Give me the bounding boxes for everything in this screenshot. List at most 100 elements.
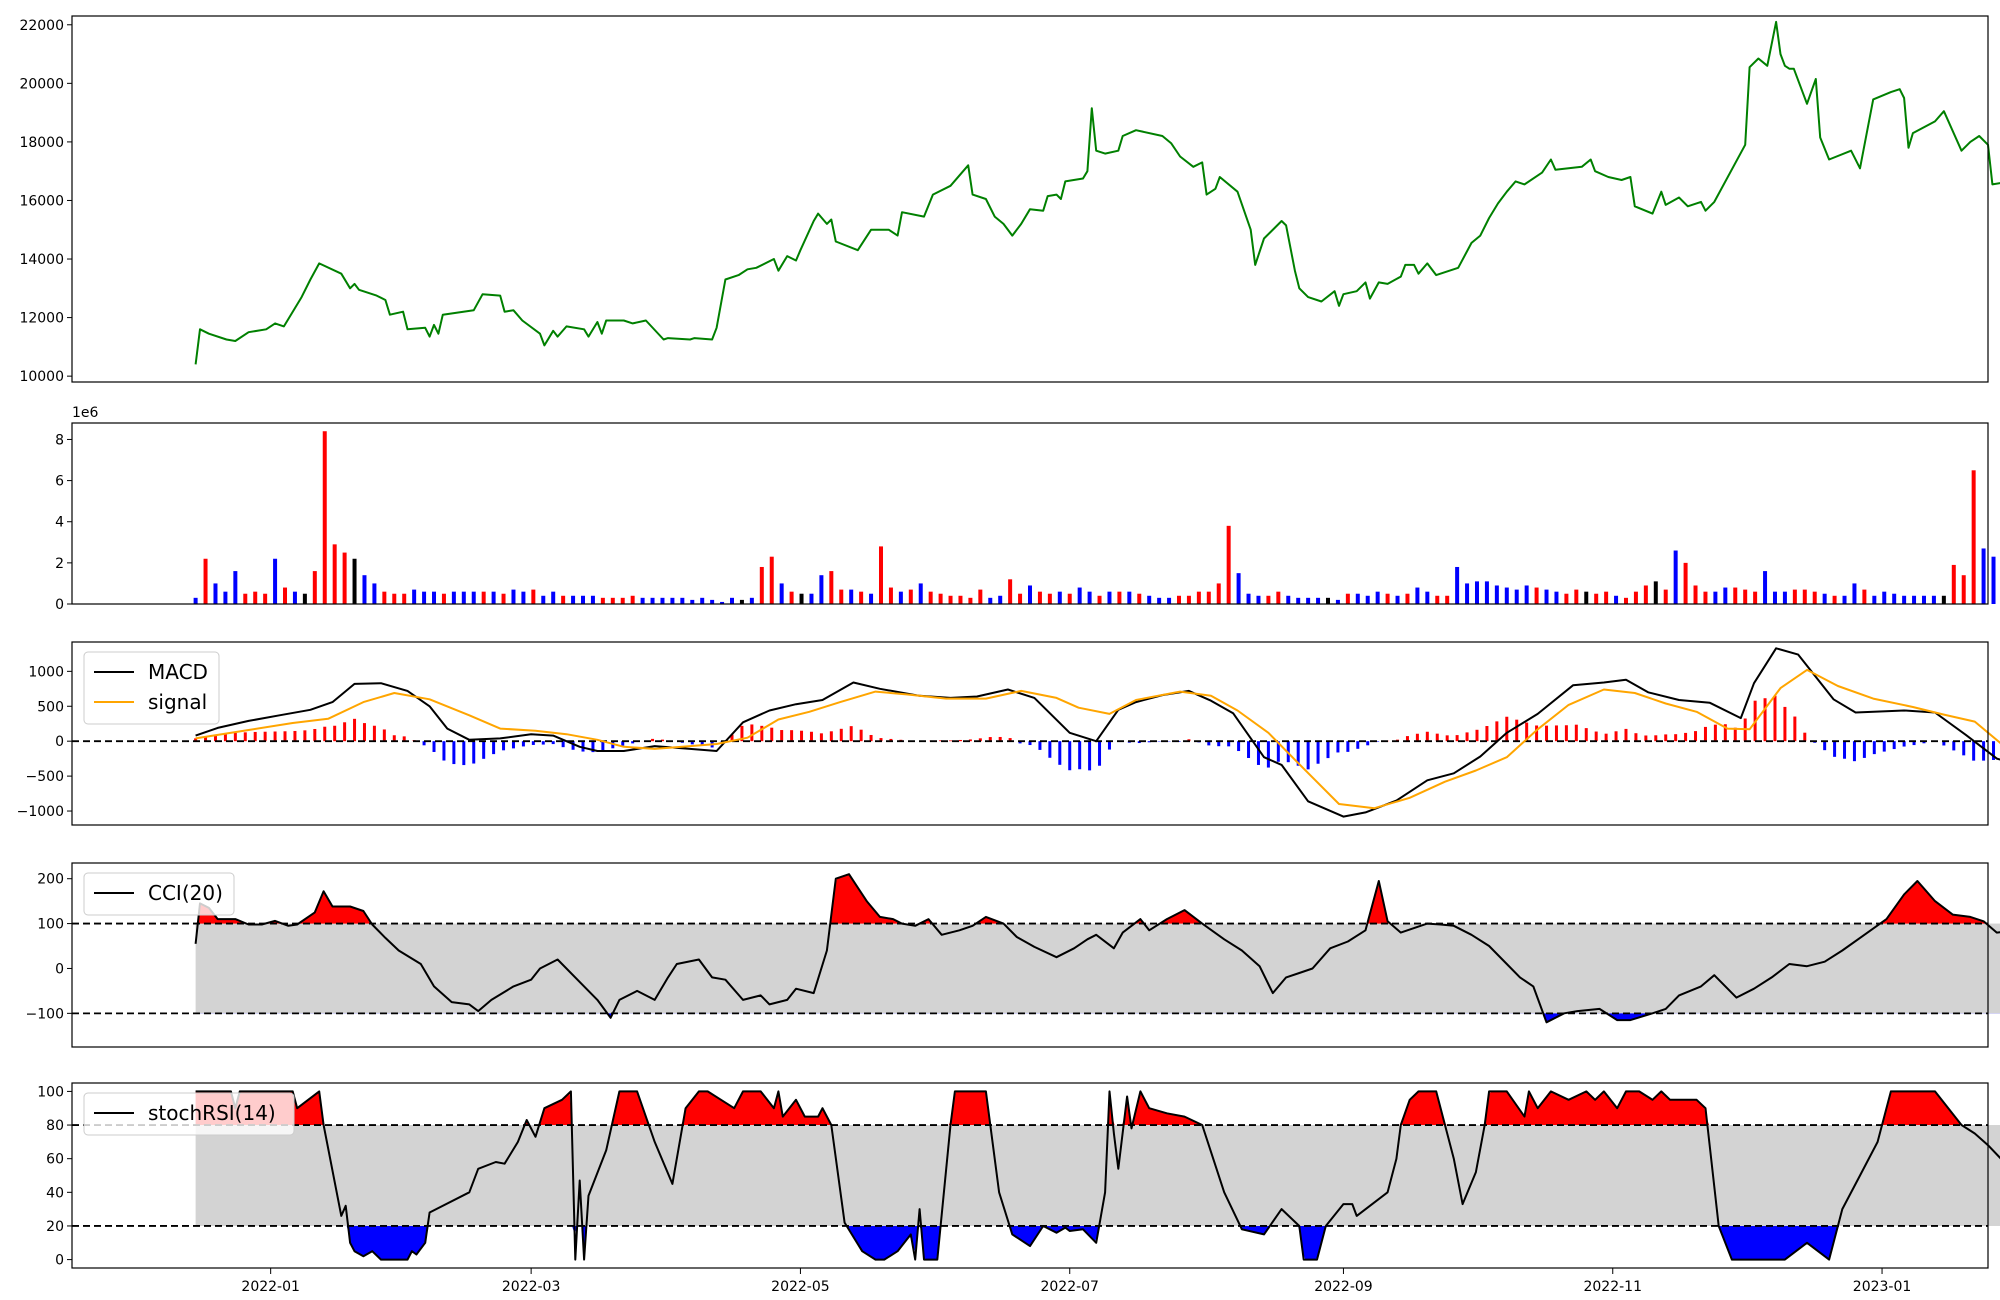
volume-bar [1396, 596, 1400, 604]
volume-bar [223, 592, 227, 604]
macd-histogram-bar [870, 735, 873, 741]
volume-bar [680, 598, 684, 604]
volume-bar [1227, 526, 1231, 604]
volume-bar [263, 594, 267, 604]
macd-histogram-bar [1535, 725, 1538, 741]
macd-histogram-bar [601, 741, 604, 751]
volume-bar [1316, 598, 1320, 604]
volume-bar [1872, 596, 1876, 604]
volume-bar [1038, 592, 1042, 604]
macd-histogram-bar [1853, 741, 1856, 761]
legend-label: MACD [148, 660, 208, 684]
y-tick-label: 8 [55, 432, 64, 448]
macd-histogram-bar [333, 726, 336, 741]
volume-bar [621, 598, 625, 604]
macd-histogram-bar [1475, 730, 1478, 741]
volume-bar [313, 571, 317, 604]
volume-bar [1694, 585, 1698, 604]
volume-bar [194, 598, 198, 604]
macd-histogram-bar [1634, 733, 1637, 741]
volume-bar [1266, 596, 1270, 604]
x-tick-label: 2022-11 [1583, 1279, 1642, 1295]
legend-label: CCI(20) [148, 881, 223, 905]
macd-histogram-bar [1684, 733, 1687, 741]
volume-bar [511, 590, 515, 604]
volume-bar [243, 594, 247, 604]
volume-bar [333, 544, 337, 604]
y-tick-label: 40 [46, 1185, 64, 1201]
macd-histogram-bar [1575, 725, 1578, 741]
volume-bar [1028, 585, 1032, 604]
macd-histogram-bar [1456, 735, 1459, 741]
macd-histogram-bar [810, 732, 813, 741]
volume-bar [521, 592, 525, 604]
y-tick-label: 0 [55, 961, 64, 977]
volume-bar [1833, 596, 1837, 604]
volume-bar [1535, 588, 1539, 604]
volume-bar [1465, 583, 1469, 604]
volume-bar [1982, 548, 1986, 604]
volume-bar [859, 592, 863, 604]
macd-histogram-bar [1545, 726, 1548, 742]
volume-bar [1127, 592, 1131, 604]
volume-bar [1843, 596, 1847, 604]
volume-bar [1505, 588, 1509, 604]
macd-histogram-bar [750, 724, 753, 741]
volume-bar [1187, 596, 1191, 604]
macd-histogram-bar [1048, 741, 1051, 758]
volume-bar [551, 592, 555, 604]
volume-bar [1624, 598, 1628, 604]
volume-bar [1167, 598, 1171, 604]
volume-bar [1545, 590, 1549, 604]
volume-bar [452, 592, 456, 604]
volume-bar [1654, 581, 1658, 604]
volume-bar [591, 596, 595, 604]
volume-bar [1475, 581, 1479, 604]
macd-histogram-bar [293, 731, 296, 741]
volume-bar [1177, 596, 1181, 604]
volume-bar [1823, 594, 1827, 604]
volume-bar [531, 590, 535, 604]
volume-bar [1554, 592, 1558, 604]
macd-histogram-bar [1803, 733, 1806, 741]
volume-bar [1614, 596, 1618, 604]
y-tick-label: 1000 [28, 664, 64, 680]
volume-bar [1107, 592, 1111, 604]
x-tick-label: 2022-09 [1314, 1279, 1373, 1295]
volume-bar [1892, 594, 1896, 604]
macd-histogram-bar [1555, 725, 1558, 741]
macd-histogram-bar [959, 740, 962, 741]
volume-bar [1495, 585, 1499, 604]
volume-bar [1703, 592, 1707, 604]
volume-bar [1684, 563, 1688, 604]
volume-bar [1485, 581, 1489, 604]
macd-histogram-bar [949, 740, 952, 741]
macd-histogram-bar [492, 741, 495, 754]
volume-bar [1932, 596, 1936, 604]
volume-bar [879, 546, 883, 604]
volume-bar [1415, 588, 1419, 604]
macd-histogram-bar [1078, 741, 1081, 769]
volume-bar [283, 588, 287, 604]
volume-bar [1664, 590, 1668, 604]
volume-bar [1564, 594, 1568, 604]
macd-histogram-bar [1495, 721, 1498, 741]
y-tick-label: 100 [37, 917, 64, 933]
macd-histogram-bar [1843, 741, 1846, 759]
macd-histogram-bar [1624, 729, 1627, 741]
volume-bar [273, 559, 277, 604]
macd-histogram-bar [1972, 741, 1975, 760]
volume-bar [1634, 592, 1638, 604]
macd-histogram-bar [1883, 741, 1886, 751]
volume-bar [502, 594, 506, 604]
macd-histogram-bar [1714, 725, 1717, 742]
volume-bar [392, 594, 396, 604]
volume-bar [1346, 594, 1350, 604]
macd-histogram-bar [1098, 741, 1101, 766]
macd-histogram-bar [482, 741, 485, 759]
macd-histogram-bar [1585, 728, 1588, 741]
macd-histogram-bar [1952, 741, 1955, 750]
y-tick-label: 0 [55, 1253, 64, 1269]
y-tick-label: 80 [46, 1118, 64, 1134]
volume-bar [541, 596, 545, 604]
